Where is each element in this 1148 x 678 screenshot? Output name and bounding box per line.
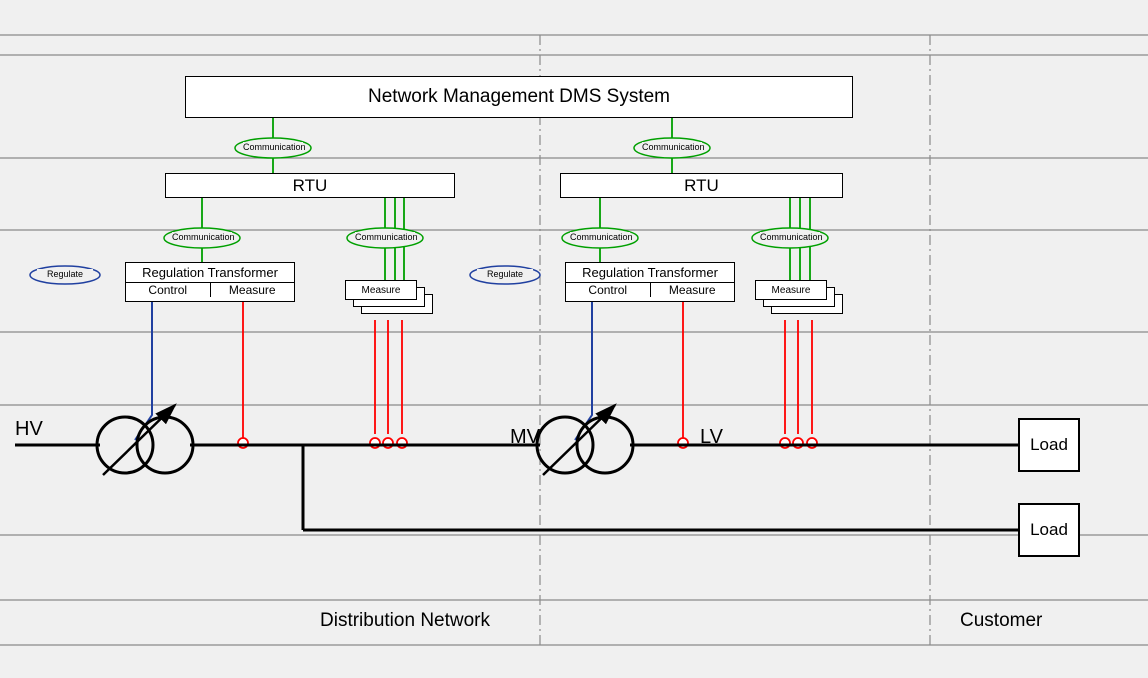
regulate-ellipse: Regulate [477,269,533,279]
diagram-canvas: { "title": "Network Management DMS Syste… [0,0,1148,678]
load-box-1: Load [1018,503,1080,557]
svg-shapes [0,35,1148,645]
measure-stack-1-0: Measure [755,280,827,300]
comm-ellipse: Communication [355,232,415,242]
reg-transformer-1: Regulation TransformerControlMeasure [565,262,735,302]
comm-ellipse: Communication [760,232,820,242]
regulate-ellipse: Regulate [37,269,93,279]
rtu-box-1: RTU [560,173,843,198]
rtu-box-0: RTU [165,173,455,198]
lv-label: LV [700,426,723,449]
comm-ellipse: Communication [243,142,303,152]
bottom-label-distNet: Distribution Network [320,610,490,632]
dms-box: Network Management DMS System [185,76,853,118]
reg-transformer-0: Regulation TransformerControlMeasure [125,262,295,302]
comm-ellipse: Communication [642,142,702,152]
mv-label: MV [510,426,540,449]
comm-ellipse: Communication [172,232,232,242]
bottom-label-customer: Customer [960,610,1042,632]
hv-label: HV [15,418,43,441]
measure-stack-0-0: Measure [345,280,417,300]
comm-ellipse: Communication [570,232,630,242]
load-box-0: Load [1018,418,1080,472]
